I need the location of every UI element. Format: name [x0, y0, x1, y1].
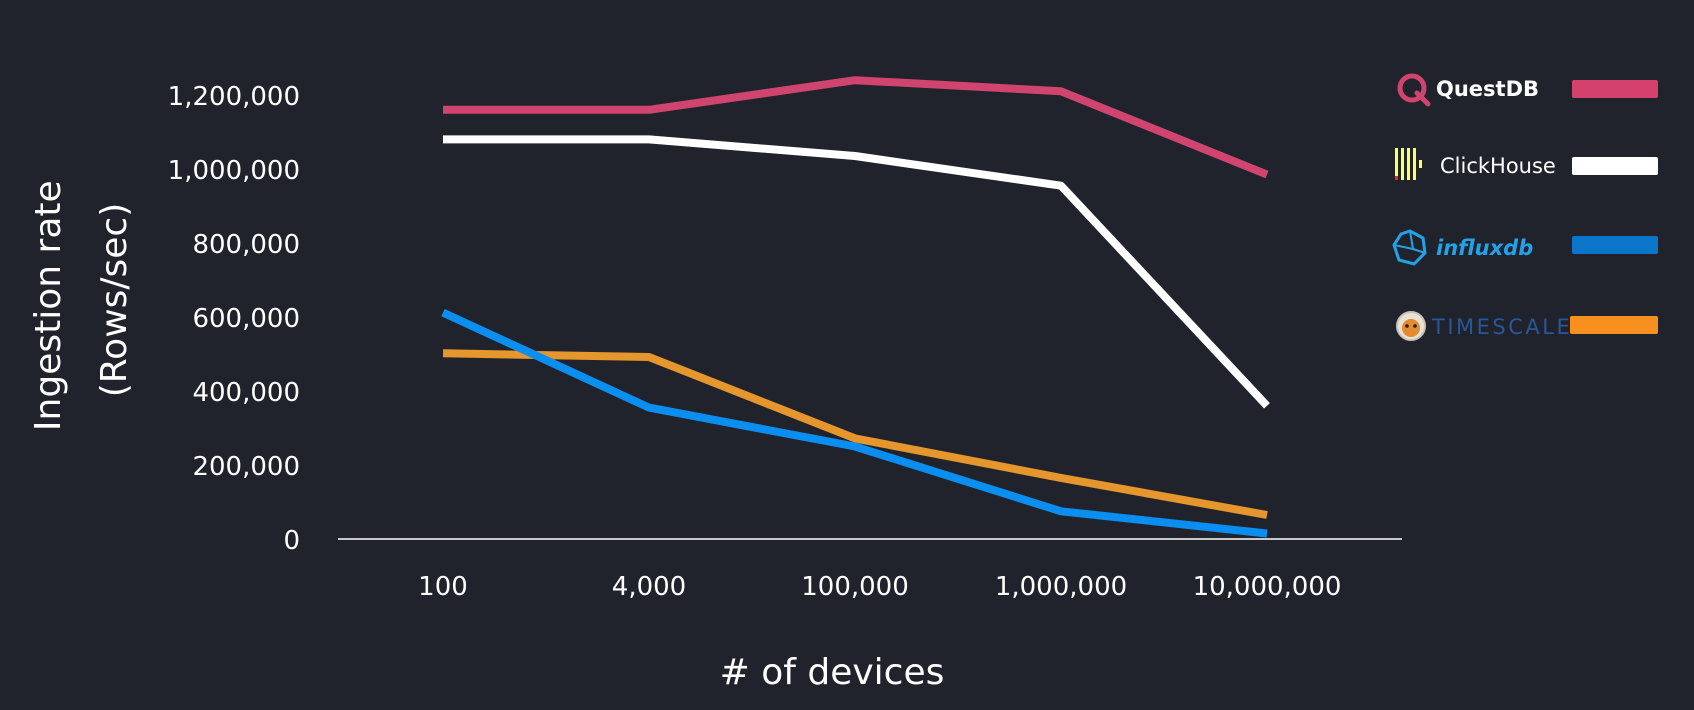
y-tick-label: 800,000	[192, 230, 300, 260]
x-tick-label: 100,000	[801, 572, 909, 602]
legend-label-questdb: QuestDB	[1436, 77, 1539, 101]
x-tick-label: 10,000,000	[1193, 572, 1342, 602]
legend-swatch-questdb	[1572, 80, 1658, 98]
x-axis-ticks: 100 4,000 100,000 1,000,000 10,000,000	[418, 572, 1341, 602]
influxdb-logo-icon	[1392, 229, 1427, 266]
y-tick-label: 1,200,000	[168, 82, 300, 112]
legend-swatch-timescale	[1570, 316, 1658, 334]
series-lines	[441, 76, 1270, 538]
legend: QuestDB ClickHouse influxdb	[1392, 73, 1658, 341]
x-tick-label: 4,000	[612, 572, 686, 602]
series-line-clickhouse	[443, 135, 1270, 409]
series-line-influxdb	[441, 308, 1268, 538]
timescale-logo-icon	[1396, 311, 1426, 341]
series-line-timescale	[442, 349, 1268, 519]
y-axis-ticks: 0 200,000 400,000 600,000 800,000 1,000,000 1,…	[168, 82, 300, 556]
series-line-questdb	[443, 76, 1269, 179]
legend-label-influxdb: influxdb	[1436, 236, 1533, 260]
legend-swatch-influxdb	[1572, 236, 1658, 254]
questdb-logo-icon	[1397, 73, 1431, 107]
legend-label-timescale: TIMESCALE	[1431, 315, 1572, 339]
clickhouse-logo-icon	[1395, 148, 1422, 180]
y-axis-title-line-2: (Rows/sec)	[94, 203, 135, 398]
y-axis-title-line-1: Ingestion rate	[28, 180, 69, 431]
legend-label-clickhouse: ClickHouse	[1440, 154, 1556, 178]
legend-item-influxdb: influxdb	[1392, 229, 1658, 266]
y-axis-title: Ingestion rate (Rows/sec)	[28, 169, 135, 431]
x-tick-label: 100	[418, 572, 468, 602]
legend-item-clickhouse: ClickHouse	[1395, 148, 1658, 180]
legend-swatch-clickhouse	[1572, 157, 1658, 175]
legend-item-questdb: QuestDB	[1397, 73, 1658, 107]
legend-item-timescale: TIMESCALE	[1396, 311, 1658, 341]
y-tick-label: 600,000	[192, 304, 300, 334]
y-tick-label: 200,000	[192, 452, 300, 482]
y-tick-label: 1,000,000	[168, 156, 300, 186]
x-axis-title: # of devices	[720, 652, 945, 693]
y-tick-label: 0	[283, 526, 300, 556]
y-tick-label: 400,000	[192, 378, 300, 408]
x-tick-label: 1,000,000	[995, 572, 1127, 602]
